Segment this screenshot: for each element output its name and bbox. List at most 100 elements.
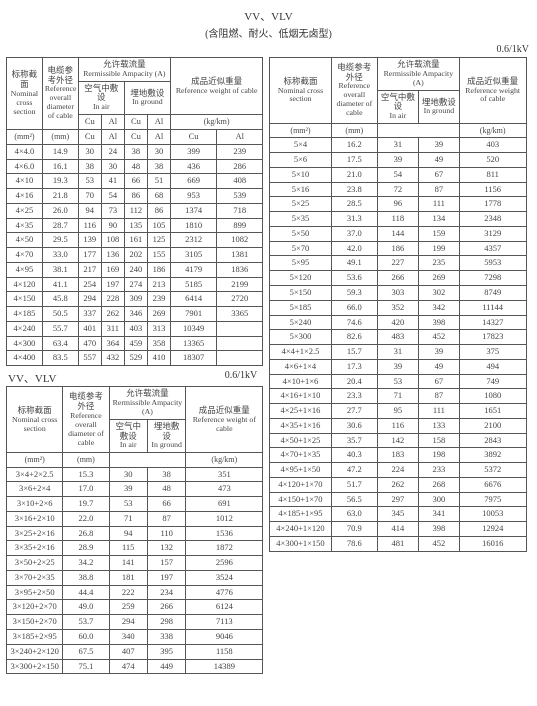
table-row: 4×16+1×1023.371871080 [270,389,526,404]
table-row: 4×70+1×3540.31831983892 [270,448,526,463]
th-al: Al [147,115,170,130]
cell: 53 [377,374,418,389]
cell: 2199 [217,277,263,292]
cell: 3×10+2×6 [7,497,63,512]
cell: 197 [147,570,185,585]
cell: 78.6 [331,537,377,552]
cell: 473 [186,482,263,497]
cell: 28.7 [42,218,78,233]
th-cross: 标称截面 Nominal cross section [7,58,43,130]
cell: 224 [377,463,418,478]
table-row: 5×15059.33033028749 [270,286,526,301]
table-row: 4×24055.740131140331310349 [7,321,263,336]
cell: 4×150 [7,292,43,307]
cell: 557 [78,351,101,366]
cell: 4×50 [7,233,43,248]
cell: 49.1 [331,256,377,271]
voltage-label-top: 0.6/1kV [6,44,529,55]
cell: 4×185+1×95 [270,507,332,522]
cell: 5×95 [270,256,332,271]
cell: 111 [418,404,459,419]
cell: 30 [78,144,101,159]
cell: 4×4+1×2.5 [270,345,332,360]
cell: 1651 [459,404,526,419]
cell: 4×300 [7,336,43,351]
cell: 3×240+2×120 [7,644,63,659]
cell: 66 [147,497,185,512]
table-row: 4×6+1×417.33949494 [270,359,526,374]
cell: 134 [418,212,459,227]
cell: 410 [147,351,170,366]
cell: 436 [171,159,217,174]
table-row: 4×1621.870548668953539 [7,189,263,204]
cell: 294 [78,292,101,307]
cell: 5×4 [270,138,332,153]
th-mm2: (mm²) [7,453,63,467]
cell: 342 [418,300,459,315]
cell: 125 [147,233,170,248]
table-row: 3×10+2×619.75366691 [7,497,263,512]
cell: 399 [171,144,217,159]
table-row: 5×3531.31181342348 [270,212,526,227]
cell: 48 [147,482,185,497]
cell: 181 [109,570,147,585]
table-row: 5×9549.12272355953 [270,256,526,271]
cell: 158 [418,433,459,448]
cell [217,351,263,366]
cell: 5953 [459,256,526,271]
cell: 3×6+2×4 [7,482,63,497]
cell: 266 [147,600,185,615]
cell: 161 [124,233,147,248]
cell: 37.0 [331,226,377,241]
cell: 183 [377,448,418,463]
cell: 51 [147,174,170,189]
table-c: 标称截面 Nominal cross section 电缆参考外径 Refere… [269,57,526,552]
cell: 45.8 [42,292,78,307]
th-diam: 电缆参考外径 Reference overall diameter of cab… [63,387,109,453]
cell: 3×70+2×35 [7,570,63,585]
cell: 177 [78,248,101,263]
th-mm: (mm) [331,124,377,138]
cell: 12924 [459,522,526,537]
table-row: 3×150+2×7053.72942987113 [7,615,263,630]
table-row: 3×25+2×1626.8941101536 [7,526,263,541]
cell: 186 [147,262,170,277]
cell: 309 [124,292,147,307]
table-row: 4×300+1×15078.648145216016 [270,537,526,552]
cell: 5×300 [270,330,332,345]
cell: 669 [171,174,217,189]
th-mm: (mm) [63,453,109,467]
th-air: 空气中敷设 In air [78,81,124,114]
table-row: 4×2526.09473112861374718 [7,203,263,218]
cell: 86 [147,203,170,218]
cell: 115 [109,541,147,556]
cell: 403 [124,321,147,336]
cell: 90 [101,218,124,233]
th-amp: 允许载流量 Rermissible Ampacity (A) [78,58,170,82]
th-cu: Cu [124,115,147,130]
th-mm2: (mm²) [7,129,43,144]
cell: 19.7 [63,497,109,512]
cell: 67 [418,374,459,389]
cell: 262 [101,307,124,322]
cell: 953 [171,189,217,204]
cell: 3129 [459,226,526,241]
table-row: 4×7033.017713620215531051381 [7,248,263,263]
cell: 23.3 [331,389,377,404]
table-row: 4×4.014.930243830399239 [7,144,263,159]
cell: 141 [109,556,147,571]
cell: 33.0 [42,248,78,263]
cell: 4×95 [7,262,43,277]
cell: 83.5 [42,351,78,366]
cell: 49 [418,153,459,168]
cell: 233 [418,463,459,478]
cell: 4357 [459,241,526,256]
cell: 449 [147,659,185,674]
cell: 227 [377,256,418,271]
cell: 50.5 [42,307,78,322]
cell: 3×35+2×16 [7,541,63,556]
cell: 10349 [171,321,217,336]
cell: 4×25+1×16 [270,404,332,419]
cell: 82.6 [331,330,377,345]
cell: 4×50+1×25 [270,433,332,448]
